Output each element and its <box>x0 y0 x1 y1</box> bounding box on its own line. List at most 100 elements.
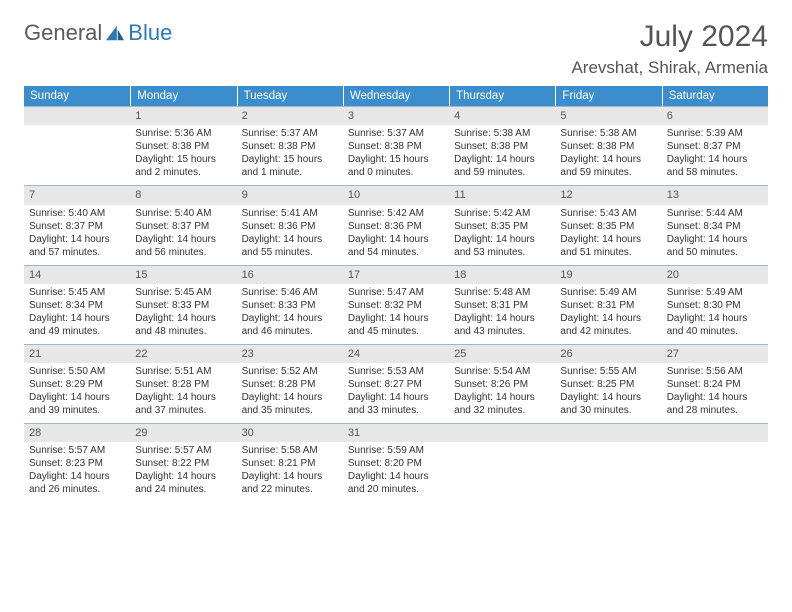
daylight-line: Daylight: 14 hours and 20 minutes. <box>348 470 444 496</box>
day-number: 7 <box>24 186 130 204</box>
sunrise-line: Sunrise: 5:44 AM <box>667 207 763 220</box>
calendar-cell: 31Sunrise: 5:59 AMSunset: 8:20 PMDayligh… <box>343 423 449 502</box>
day-number: 10 <box>343 186 449 204</box>
day-body: Sunrise: 5:47 AMSunset: 8:32 PMDaylight:… <box>343 284 449 344</box>
sunrise-line: Sunrise: 5:53 AM <box>348 365 444 378</box>
sunset-line: Sunset: 8:38 PM <box>348 140 444 153</box>
daylight-line: Daylight: 14 hours and 42 minutes. <box>560 312 656 338</box>
day-number: 13 <box>662 186 768 204</box>
daylight-line: Daylight: 14 hours and 59 minutes. <box>560 153 656 179</box>
daylight-line: Daylight: 15 hours and 2 minutes. <box>135 153 231 179</box>
day-body: Sunrise: 5:37 AMSunset: 8:38 PMDaylight:… <box>343 125 449 185</box>
daylight-line: Daylight: 14 hours and 33 minutes. <box>348 391 444 417</box>
day-number-empty <box>555 424 661 442</box>
sunrise-line: Sunrise: 5:47 AM <box>348 286 444 299</box>
sunset-line: Sunset: 8:38 PM <box>135 140 231 153</box>
sunset-line: Sunset: 8:27 PM <box>348 378 444 391</box>
day-number: 2 <box>237 107 343 125</box>
sunset-line: Sunset: 8:37 PM <box>135 220 231 233</box>
sunset-line: Sunset: 8:38 PM <box>560 140 656 153</box>
logo: General Blue <box>24 20 172 46</box>
sunset-line: Sunset: 8:35 PM <box>454 220 550 233</box>
daylight-line: Daylight: 15 hours and 0 minutes. <box>348 153 444 179</box>
calendar-grid: SundayMondayTuesdayWednesdayThursdayFrid… <box>24 86 768 502</box>
calendar-cell <box>24 106 130 185</box>
sunset-line: Sunset: 8:29 PM <box>29 378 125 391</box>
daylight-line: Daylight: 14 hours and 26 minutes. <box>29 470 125 496</box>
day-header: Monday <box>130 86 236 106</box>
day-body: Sunrise: 5:37 AMSunset: 8:38 PMDaylight:… <box>237 125 343 185</box>
day-number: 30 <box>237 424 343 442</box>
day-number: 8 <box>130 186 236 204</box>
day-body: Sunrise: 5:56 AMSunset: 8:24 PMDaylight:… <box>662 363 768 423</box>
calendar-cell: 22Sunrise: 5:51 AMSunset: 8:28 PMDayligh… <box>130 344 236 423</box>
day-number: 26 <box>555 345 661 363</box>
calendar-cell: 17Sunrise: 5:47 AMSunset: 8:32 PMDayligh… <box>343 265 449 344</box>
day-body: Sunrise: 5:40 AMSunset: 8:37 PMDaylight:… <box>24 205 130 265</box>
daylight-line: Daylight: 14 hours and 32 minutes. <box>454 391 550 417</box>
sunset-line: Sunset: 8:33 PM <box>242 299 338 312</box>
calendar-cell: 21Sunrise: 5:50 AMSunset: 8:29 PMDayligh… <box>24 344 130 423</box>
calendar-cell: 28Sunrise: 5:57 AMSunset: 8:23 PMDayligh… <box>24 423 130 502</box>
sunrise-line: Sunrise: 5:59 AM <box>348 444 444 457</box>
sunrise-line: Sunrise: 5:54 AM <box>454 365 550 378</box>
calendar-cell: 11Sunrise: 5:42 AMSunset: 8:35 PMDayligh… <box>449 185 555 264</box>
location: Arevshat, Shirak, Armenia <box>24 58 768 78</box>
calendar-cell: 18Sunrise: 5:48 AMSunset: 8:31 PMDayligh… <box>449 265 555 344</box>
daylight-line: Daylight: 14 hours and 56 minutes. <box>135 233 231 259</box>
sunset-line: Sunset: 8:38 PM <box>242 140 338 153</box>
sunset-line: Sunset: 8:34 PM <box>667 220 763 233</box>
calendar-cell: 10Sunrise: 5:42 AMSunset: 8:36 PMDayligh… <box>343 185 449 264</box>
day-number: 27 <box>662 345 768 363</box>
sunrise-line: Sunrise: 5:38 AM <box>454 127 550 140</box>
daylight-line: Daylight: 14 hours and 37 minutes. <box>135 391 231 417</box>
sunset-line: Sunset: 8:22 PM <box>135 457 231 470</box>
day-number: 24 <box>343 345 449 363</box>
day-number: 21 <box>24 345 130 363</box>
daylight-line: Daylight: 14 hours and 55 minutes. <box>242 233 338 259</box>
sunrise-line: Sunrise: 5:48 AM <box>454 286 550 299</box>
daylight-line: Daylight: 14 hours and 49 minutes. <box>29 312 125 338</box>
day-number: 1 <box>130 107 236 125</box>
day-body: Sunrise: 5:49 AMSunset: 8:31 PMDaylight:… <box>555 284 661 344</box>
day-number: 22 <box>130 345 236 363</box>
daylight-line: Daylight: 14 hours and 58 minutes. <box>667 153 763 179</box>
calendar-cell <box>662 423 768 502</box>
day-number: 28 <box>24 424 130 442</box>
day-body: Sunrise: 5:42 AMSunset: 8:35 PMDaylight:… <box>449 205 555 265</box>
day-body: Sunrise: 5:40 AMSunset: 8:37 PMDaylight:… <box>130 205 236 265</box>
day-number: 11 <box>449 186 555 204</box>
daylight-line: Daylight: 14 hours and 53 minutes. <box>454 233 550 259</box>
calendar-cell: 6Sunrise: 5:39 AMSunset: 8:37 PMDaylight… <box>662 106 768 185</box>
day-number: 25 <box>449 345 555 363</box>
day-number-empty <box>24 107 130 125</box>
sunrise-line: Sunrise: 5:50 AM <box>29 365 125 378</box>
day-number: 23 <box>237 345 343 363</box>
sail-icon <box>104 24 126 42</box>
day-number-empty <box>662 424 768 442</box>
sunrise-line: Sunrise: 5:41 AM <box>242 207 338 220</box>
day-number: 4 <box>449 107 555 125</box>
daylight-line: Daylight: 14 hours and 51 minutes. <box>560 233 656 259</box>
day-body: Sunrise: 5:48 AMSunset: 8:31 PMDaylight:… <box>449 284 555 344</box>
sunrise-line: Sunrise: 5:46 AM <box>242 286 338 299</box>
sunset-line: Sunset: 8:20 PM <box>348 457 444 470</box>
day-number: 16 <box>237 266 343 284</box>
sunset-line: Sunset: 8:25 PM <box>560 378 656 391</box>
sunset-line: Sunset: 8:24 PM <box>667 378 763 391</box>
logo-text-blue: Blue <box>128 20 172 46</box>
sunset-line: Sunset: 8:30 PM <box>667 299 763 312</box>
sunrise-line: Sunrise: 5:37 AM <box>242 127 338 140</box>
sunset-line: Sunset: 8:34 PM <box>29 299 125 312</box>
day-header: Tuesday <box>237 86 343 106</box>
day-body: Sunrise: 5:55 AMSunset: 8:25 PMDaylight:… <box>555 363 661 423</box>
calendar-cell: 8Sunrise: 5:40 AMSunset: 8:37 PMDaylight… <box>130 185 236 264</box>
day-body: Sunrise: 5:38 AMSunset: 8:38 PMDaylight:… <box>555 125 661 185</box>
day-body: Sunrise: 5:50 AMSunset: 8:29 PMDaylight:… <box>24 363 130 423</box>
calendar-cell: 12Sunrise: 5:43 AMSunset: 8:35 PMDayligh… <box>555 185 661 264</box>
sunset-line: Sunset: 8:23 PM <box>29 457 125 470</box>
day-number: 17 <box>343 266 449 284</box>
day-body: Sunrise: 5:58 AMSunset: 8:21 PMDaylight:… <box>237 442 343 502</box>
sunset-line: Sunset: 8:28 PM <box>242 378 338 391</box>
day-body: Sunrise: 5:44 AMSunset: 8:34 PMDaylight:… <box>662 205 768 265</box>
